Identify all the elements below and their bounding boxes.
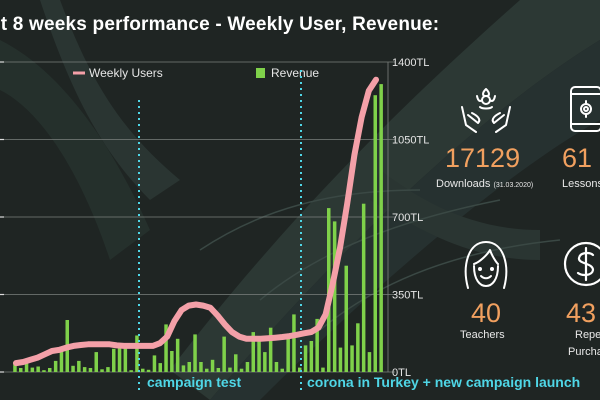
revenue-bar xyxy=(251,332,255,372)
revenue-bar xyxy=(82,367,87,372)
revenue-bar xyxy=(117,345,122,372)
woman-face-icon xyxy=(464,241,508,289)
revenue-bar xyxy=(181,365,186,372)
left-axis-ticks xyxy=(0,61,4,373)
revenue-bar xyxy=(298,367,302,372)
revenue-bar xyxy=(13,362,17,372)
stat-repeat-value: 43 xyxy=(566,298,597,328)
legend-revenue-swatch xyxy=(256,68,265,78)
stat-downloads-label: Downloads (31.03.2020) xyxy=(436,178,534,190)
right-axis-tick-label: 700TL xyxy=(392,212,423,224)
stat-teachers-label: Teachers xyxy=(460,329,505,341)
chart-title: st 8 weeks performance - Weekly User, Re… xyxy=(0,14,440,35)
revenue-bar xyxy=(24,358,29,372)
revenue-bar xyxy=(274,362,279,372)
revenue-bar xyxy=(94,352,98,372)
stat-lessons-value: 61 xyxy=(562,143,593,173)
dollar-coin-icon xyxy=(563,241,600,287)
revenue-bar xyxy=(303,345,308,372)
stat-lessons-label: Lessons xyxy=(562,178,600,190)
revenue-bar xyxy=(158,363,162,372)
legend-revenue-label: Revenue xyxy=(271,66,319,80)
annotation-corona-campaign: corona in Turkey + new campaign launch xyxy=(307,374,581,390)
revenue-bar xyxy=(71,365,75,372)
weekly-users-line xyxy=(13,76,379,367)
revenue-bar xyxy=(42,370,46,372)
right-axis-tick-label: 1050TL xyxy=(392,135,429,147)
revenue-bar xyxy=(170,351,174,372)
revenue-bars xyxy=(13,84,383,373)
revenue-bar xyxy=(146,369,151,372)
stat-teachers-value: 40 xyxy=(471,298,502,328)
revenue-bar xyxy=(164,324,168,372)
revenue-bar xyxy=(292,314,296,372)
revenue-bar xyxy=(77,360,81,372)
revenue-bar xyxy=(286,338,290,372)
revenue-bar xyxy=(315,318,319,372)
stat-repeat-label-2: Purcha xyxy=(568,346,600,358)
revenue-bar xyxy=(53,360,58,372)
revenue-bar xyxy=(373,95,377,372)
revenue-bar xyxy=(245,362,250,372)
revenue-bar xyxy=(280,368,284,372)
revenue-bar xyxy=(100,369,104,372)
revenue-bar xyxy=(106,367,110,372)
tablet-lesson-icon xyxy=(570,86,600,132)
revenue-bar xyxy=(367,352,372,372)
right-axis: 0TL 350TL 700TL 1050TL 1400TL xyxy=(392,57,429,379)
revenue-bar xyxy=(187,362,191,372)
revenue-bar xyxy=(309,341,314,372)
revenue-bar xyxy=(36,366,40,372)
stat-downloads-note: (31.03.2020) xyxy=(493,182,534,189)
right-axis-tick-label: 1400TL xyxy=(392,57,429,69)
revenue-bar xyxy=(379,84,383,372)
revenue-bar xyxy=(361,203,366,372)
revenue-bar xyxy=(59,348,64,373)
revenue-bar xyxy=(216,368,221,372)
revenue-bar xyxy=(332,221,337,372)
revenue-bar xyxy=(205,368,209,372)
revenue-bar xyxy=(199,362,203,372)
revenue-bar xyxy=(123,345,128,372)
revenue-bar xyxy=(338,347,343,372)
revenue-bar xyxy=(152,355,157,372)
hands-flower-icon xyxy=(461,88,511,133)
revenue-bar xyxy=(88,368,93,372)
revenue-bar xyxy=(19,368,23,372)
revenue-bar xyxy=(344,265,348,372)
annotation-campaign-test: campaign test xyxy=(147,374,242,390)
revenue-bar xyxy=(175,338,180,372)
revenue-bar xyxy=(321,367,325,372)
right-axis-tick-label: 350TL xyxy=(392,290,423,302)
revenue-bar xyxy=(210,359,215,372)
revenue-bar xyxy=(129,370,133,372)
revenue-bar xyxy=(263,352,267,372)
revenue-bar xyxy=(141,368,145,372)
revenue-bar xyxy=(239,368,244,372)
revenue-bar xyxy=(356,323,360,372)
stat-repeat-label: Repe xyxy=(575,329,600,341)
revenue-bar xyxy=(112,348,116,373)
revenue-bar xyxy=(350,345,354,372)
revenue-bar xyxy=(228,367,232,372)
revenue-bar xyxy=(30,367,35,372)
revenue-bar xyxy=(222,336,226,372)
revenue-bar xyxy=(268,327,273,372)
right-axis-tick-label: 0TL xyxy=(392,367,411,379)
revenue-bar xyxy=(135,335,139,372)
revenue-bar xyxy=(234,354,238,372)
revenue-bar xyxy=(193,334,197,372)
stat-downloads-value: 17129 xyxy=(445,143,521,173)
revenue-bar xyxy=(257,341,261,372)
revenue-bar xyxy=(48,368,52,372)
legend-weekly-users-label: Weekly Users xyxy=(89,66,163,80)
